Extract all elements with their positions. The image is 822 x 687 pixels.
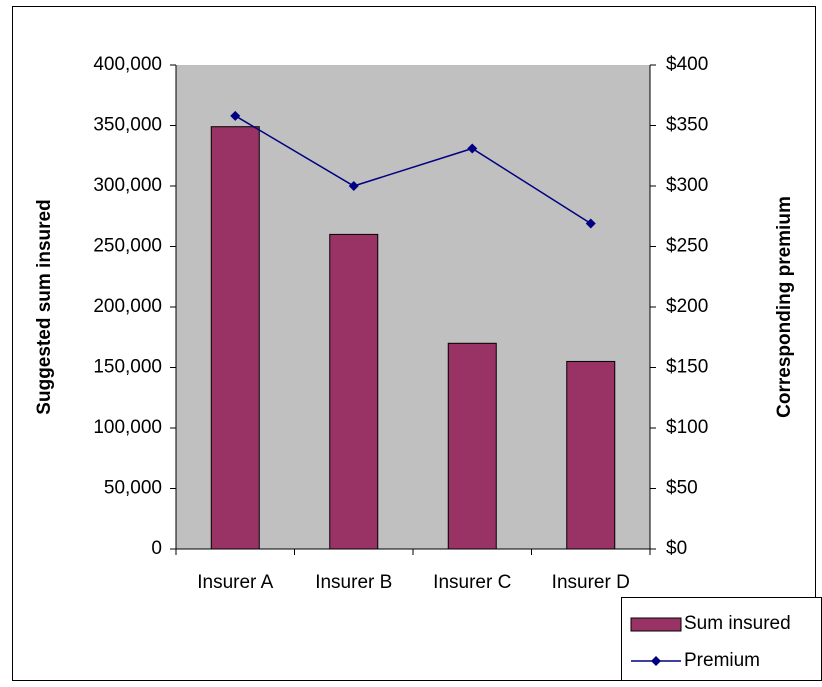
y2-tick-label: $300 [666,175,708,196]
y2-tick-label: $150 [666,357,708,378]
y-tick-label: 200,000 [93,296,162,317]
y-axis-title: Suggested sum insured [34,199,55,414]
y-tick-label: 100,000 [93,417,162,438]
bar [329,233,379,550]
y2-tick-label: $200 [666,296,708,317]
line-marker [585,218,596,229]
y2-tick-label: $400 [666,54,708,75]
y-tick-label: 400,000 [93,54,162,75]
y-tick-label: 0 [151,538,162,559]
x-tick-label: Insurer C [433,572,511,593]
y-tick-label: 50,000 [104,478,162,499]
line-marker [467,143,478,154]
y-tick-label: 300,000 [93,175,162,196]
line-marker [348,181,359,191]
legend: Sum insured Premium [621,597,822,681]
legend-swatch [630,617,682,632]
y2-tick-label: $50 [666,478,698,499]
bar [566,360,616,550]
legend-label: Sum insured [684,613,791,634]
line [234,115,592,225]
bar [447,342,497,550]
y-tick-label: 350,000 [93,115,162,136]
bar [210,126,260,550]
legend-box [621,597,822,681]
legend-marker [651,656,661,666]
y2-tick-label: $350 [666,115,708,136]
y2-axis-title: Corresponding premium [774,196,795,418]
x-tick-label: Insurer D [552,572,630,593]
legend-label: Premium [684,650,760,671]
y-tick-label: 150,000 [93,357,162,378]
x-tick-label: Insurer A [197,572,273,593]
y2-tick-label: $250 [666,236,708,257]
y2-tick-label: $0 [666,538,687,559]
line-marker [230,110,241,121]
y-tick-label: 250,000 [93,236,162,257]
y2-tick-label: $100 [666,417,708,438]
x-tick-label: Insurer B [315,572,392,593]
